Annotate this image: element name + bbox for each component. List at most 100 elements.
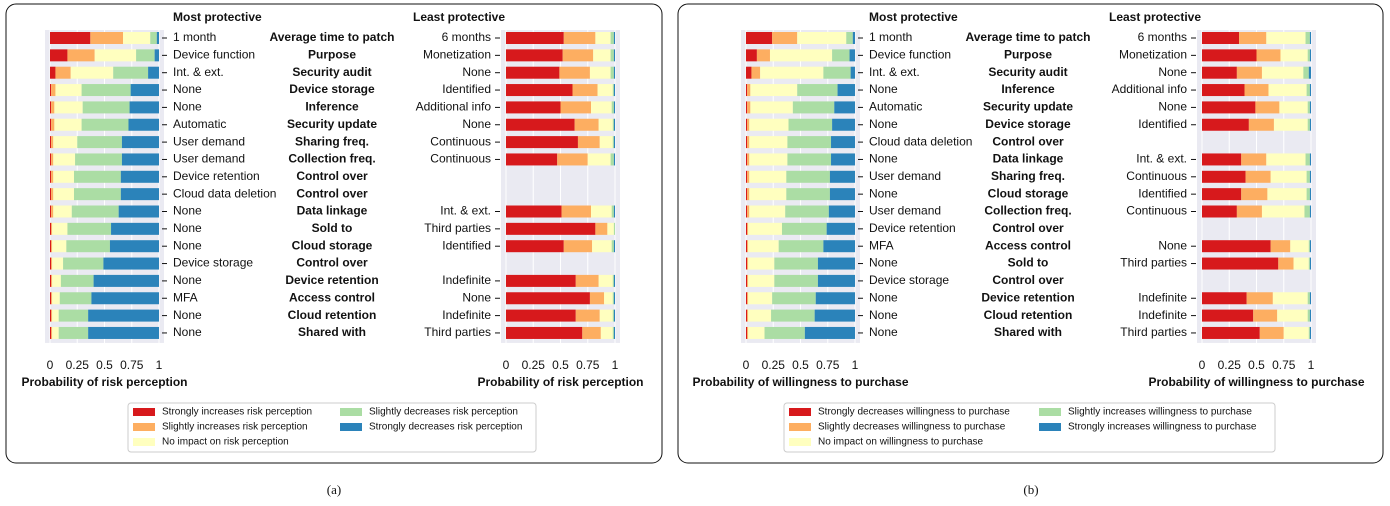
bar-segment <box>748 292 773 305</box>
legend-swatch <box>1039 423 1061 431</box>
left-level-label: MFA <box>173 290 198 304</box>
legend-label: Strongly decreases willingness to purcha… <box>818 407 1010 418</box>
bar-segment <box>1309 257 1311 270</box>
right-level-label: Third parties <box>424 325 491 339</box>
x-axis-label: Probability of risk perception <box>21 375 187 389</box>
bar-segment <box>1202 188 1242 201</box>
bar-segment <box>612 136 614 149</box>
bar-segment <box>51 292 53 305</box>
bar-segment <box>1277 309 1308 322</box>
bar-segment <box>1261 205 1305 218</box>
x-tick-label: 0.75 <box>1272 358 1296 372</box>
bar-segment <box>113 66 149 79</box>
left-level-label: None <box>869 152 898 166</box>
bar-segment <box>1305 32 1310 44</box>
bar-segment <box>612 309 614 322</box>
bar-segment <box>67 49 95 62</box>
bar-segment <box>154 49 159 62</box>
left-level-label: None <box>173 238 202 252</box>
bar-segment <box>747 309 749 322</box>
bar-segment <box>52 292 60 305</box>
bar-segment <box>814 309 855 322</box>
bar-segment <box>787 153 832 166</box>
bar-segment <box>1306 170 1310 183</box>
bar-segment <box>50 257 52 270</box>
x-tick-label: 0 <box>743 358 750 372</box>
attribute-label: Control over <box>296 169 368 183</box>
bar-segment <box>1307 292 1310 305</box>
bar-segment <box>1303 66 1309 79</box>
bar-segment <box>612 118 614 131</box>
bar-segment <box>1309 49 1311 62</box>
bar-segment <box>1267 188 1307 201</box>
bar-segment <box>746 222 748 235</box>
bar-segment <box>51 153 54 166</box>
bar-segment <box>613 292 615 305</box>
bar-segment <box>50 153 52 166</box>
bar-segment <box>746 84 748 97</box>
bar-segment <box>148 66 159 79</box>
bar-segment <box>610 49 614 62</box>
bar-segment <box>607 222 614 235</box>
right-level-label: Continuous <box>430 134 491 148</box>
bar-segment <box>1236 205 1262 218</box>
bar-segment <box>772 292 816 305</box>
bar-segment <box>90 32 124 44</box>
bar-segment <box>1202 326 1260 339</box>
bar-segment <box>50 84 52 97</box>
bar-segment <box>832 118 855 131</box>
bar-segment <box>1309 326 1311 339</box>
x-tick-label: 0.75 <box>120 358 144 372</box>
bar-segment <box>111 222 159 235</box>
bar-segment <box>613 84 615 97</box>
bar-segment <box>747 170 750 183</box>
bar-segment <box>1273 118 1308 131</box>
bar-segment <box>88 326 159 339</box>
left-level-label: None <box>869 256 898 270</box>
left-level-label: Cloud data deletion <box>869 134 972 148</box>
bar-segment <box>747 84 751 97</box>
attribute-label: Device retention <box>981 290 1074 304</box>
attribute-label: Cloud retention <box>288 308 377 322</box>
left-level-label: None <box>869 186 898 200</box>
bar-segment <box>750 84 798 97</box>
bar-segment <box>850 66 855 79</box>
bar-segment <box>129 101 159 114</box>
bar-segment <box>831 136 855 149</box>
bar-segment <box>53 136 78 149</box>
right-level-label: Monetization <box>1119 48 1187 62</box>
bar-segment <box>592 240 612 253</box>
left-level-label: None <box>173 308 202 322</box>
bar-segment <box>746 66 752 79</box>
legend-label: No impact on risk perception <box>162 437 289 448</box>
legend-swatch <box>789 423 811 431</box>
bar-segment <box>1202 292 1247 305</box>
bar-segment <box>506 222 596 235</box>
legend-label: Slightly decreases willingness to purcha… <box>818 422 1006 433</box>
bar-segment <box>54 118 82 131</box>
bar-segment <box>772 32 798 44</box>
bar-segment <box>747 257 749 270</box>
bar-segment <box>130 84 159 97</box>
bar-segment <box>1202 257 1279 270</box>
right-level-label: Identified <box>442 238 491 252</box>
bar-segment <box>747 326 749 339</box>
bar-segment <box>1202 101 1256 114</box>
bar-segment <box>50 205 52 218</box>
right-level-label: Indefinite <box>1138 290 1187 304</box>
bar-segment <box>747 188 750 201</box>
legend-label: No impact on willingness to purchase <box>818 437 984 448</box>
bar-segment <box>817 257 855 270</box>
bar-segment <box>156 32 159 44</box>
right-level-label: Continuous <box>1126 204 1187 218</box>
legend-label: Slightly increases risk perception <box>162 422 308 433</box>
attribute-label: Control over <box>296 186 368 200</box>
bar-segment <box>747 274 749 287</box>
legend-swatch <box>133 408 155 416</box>
bar-segment <box>1309 205 1311 218</box>
left-level-label: Device storage <box>173 256 253 270</box>
bar-segment <box>103 257 159 270</box>
bar-segment <box>781 222 827 235</box>
bar-segment <box>1266 32 1306 44</box>
